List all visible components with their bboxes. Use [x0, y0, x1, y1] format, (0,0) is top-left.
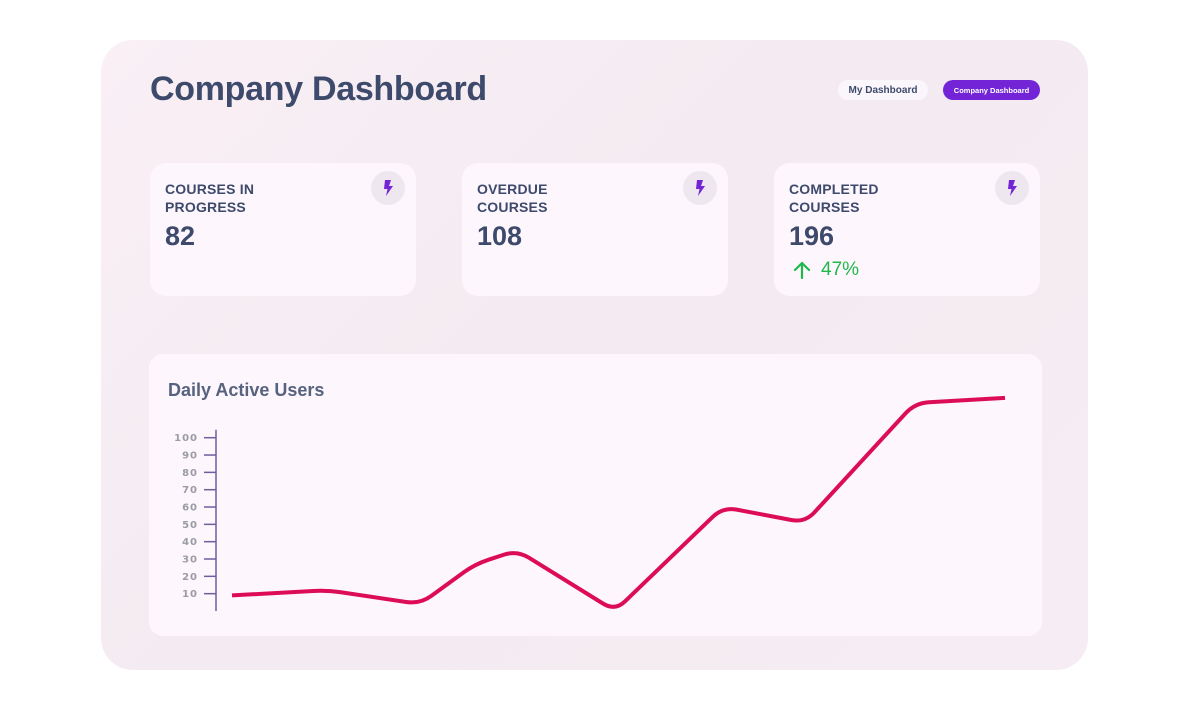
stat-label: OVERDUE COURSES	[477, 181, 548, 215]
company-dashboard-toggle[interactable]: Company Dashboard	[943, 80, 1040, 100]
stat-label: COMPLETED COURSES	[789, 181, 879, 215]
my-dashboard-toggle[interactable]: My Dashboard	[838, 80, 928, 100]
y-tick-label: 40	[182, 537, 198, 548]
daily-active-users-chart: Daily Active Users 10 20 30 40 50 60 70 80 90 100	[149, 354, 1042, 636]
lightning-icon	[371, 171, 405, 205]
page-title: Company Dashboard	[150, 70, 487, 108]
y-tick-label: 20	[182, 572, 198, 583]
stat-card-courses-in-progress: COURSES IN PROGRESS 82	[150, 163, 416, 296]
y-tick-label: 50	[182, 520, 198, 531]
y-tick-label: 10	[182, 589, 198, 600]
line-chart: 10 20 30 40 50 60 70 80 90 100	[174, 395, 1006, 611]
lightning-icon	[995, 171, 1029, 205]
arrow-up-icon	[793, 261, 811, 279]
lightning-icon	[683, 171, 717, 205]
y-tick-label: 100	[174, 433, 198, 444]
y-tick-label: 70	[182, 485, 198, 496]
y-tick-label: 30	[182, 555, 198, 566]
trend-value: 47%	[821, 259, 860, 280]
stat-value: 82	[165, 221, 196, 251]
series-line	[231, 395, 1006, 609]
trend-indicator: 47%	[793, 259, 859, 281]
stat-card-completed-courses: COMPLETED COURSES 196 47%	[774, 163, 1040, 296]
chart-title: Daily Active Users	[168, 380, 325, 400]
y-tick-label: 90	[182, 451, 198, 462]
y-tick-label: 80	[182, 468, 198, 479]
stat-value: 108	[477, 221, 523, 251]
y-tick-label: 60	[182, 503, 198, 514]
stat-label: COURSES IN PROGRESS	[165, 181, 255, 215]
stat-card-overdue-courses: OVERDUE COURSES 108	[462, 163, 728, 296]
stat-value: 196	[789, 221, 835, 251]
